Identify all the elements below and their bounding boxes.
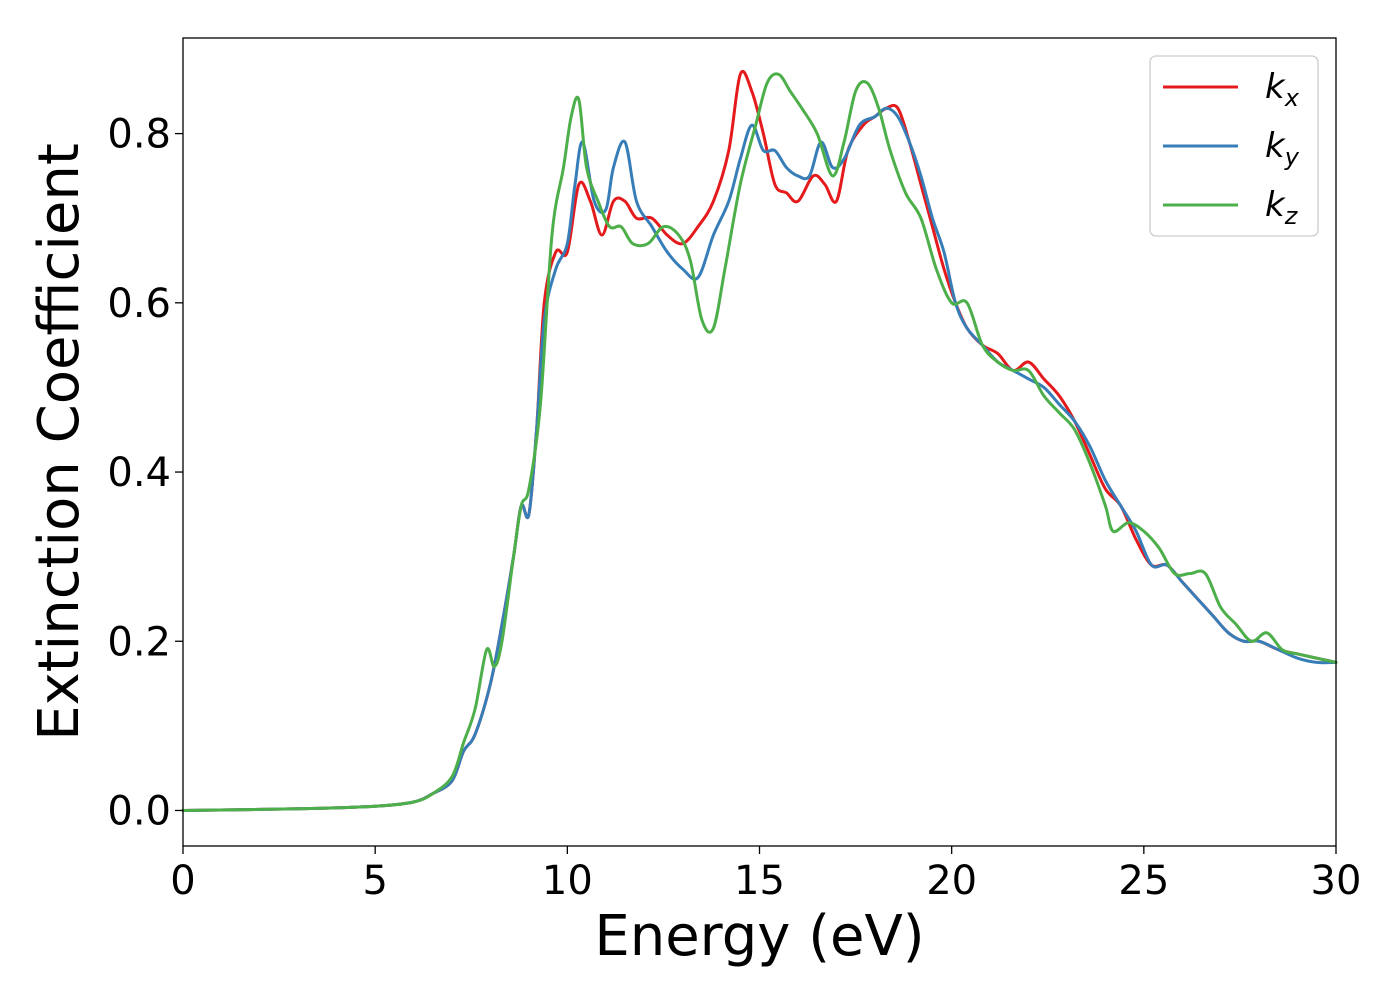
x-tick-label: 10 [542,858,593,904]
legend-label-y: ky [1265,126,1300,171]
legend-label-base: k [1265,126,1286,166]
y-tick-label: 0.8 [107,112,171,158]
x-tick-label: 25 [1118,858,1169,904]
y-axis-ticks: 0.0 0.2 0.4 0.6 0.8 [107,112,183,834]
legend-label-z: kz [1265,185,1299,230]
legend-label-subscript: z [1284,202,1299,230]
y-tick-label: 0.2 [107,619,171,665]
x-tick-label: 5 [362,858,387,904]
x-tick-label: 0 [170,858,195,904]
x-axis-ticks: 0 5 10 15 20 25 30 [170,846,1361,904]
legend-label-base: k [1265,185,1286,225]
y-tick-label: 0.6 [107,281,171,327]
series-line-y [181,106,1338,812]
legend-label-subscript: y [1284,143,1300,171]
x-axis-title: Energy (eV) [594,904,924,969]
x-tick-label: 30 [1311,858,1362,904]
legend-label-base: k [1265,67,1286,107]
legend-label-subscript: x [1284,84,1300,112]
y-tick-label: 0.0 [107,788,171,834]
x-tick-label: 15 [734,858,785,904]
y-axis-title: Extinction Coefficient [27,143,92,741]
x-tick-label: 20 [926,858,977,904]
legend-label-x: kx [1265,67,1300,112]
y-tick-label: 0.4 [107,450,171,496]
series-line-z [181,72,1338,812]
series-layer [181,69,1338,812]
